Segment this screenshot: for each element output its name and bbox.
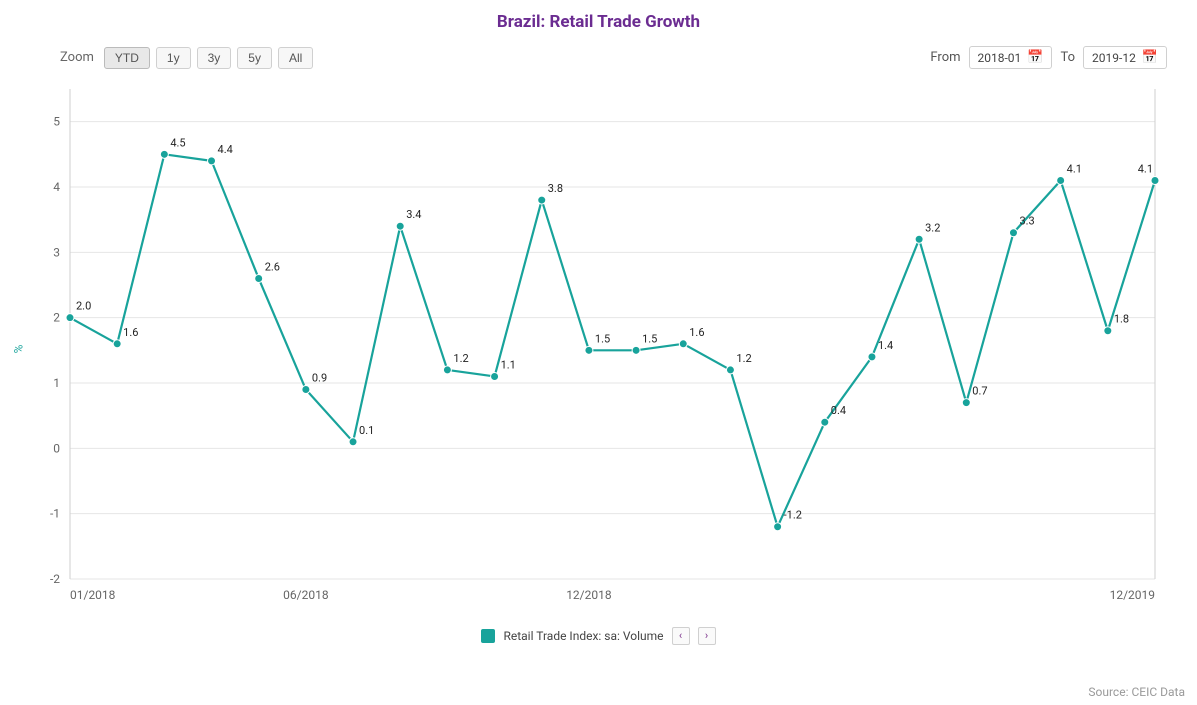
- legend-swatch: [481, 629, 495, 643]
- svg-text:1.5: 1.5: [595, 332, 610, 345]
- svg-text:1.1: 1.1: [501, 358, 516, 371]
- svg-text:4: 4: [53, 180, 60, 194]
- to-label: To: [1060, 50, 1075, 65]
- from-date-input[interactable]: 2018-01 📅: [969, 46, 1053, 69]
- svg-text:4.1: 4.1: [1138, 162, 1153, 175]
- svg-text:2.0: 2.0: [76, 300, 91, 313]
- svg-text:-1: -1: [50, 507, 60, 521]
- calendar-icon: 📅: [1142, 50, 1158, 65]
- svg-text:1.2: 1.2: [453, 352, 468, 365]
- svg-text:3: 3: [53, 245, 60, 259]
- zoom-btn-3y[interactable]: 3y: [197, 47, 232, 69]
- svg-text:3.3: 3.3: [1019, 215, 1034, 228]
- svg-text:1.5: 1.5: [642, 332, 657, 345]
- svg-text:3.4: 3.4: [406, 208, 421, 221]
- y-axis-label: %: [11, 345, 25, 354]
- svg-text:12/2018: 12/2018: [566, 588, 612, 602]
- controls-row: Zoom YTD 1y 3y 5y All From 2018-01 📅 To …: [0, 40, 1197, 79]
- svg-text:4.4: 4.4: [218, 143, 233, 156]
- svg-text:-1.2: -1.2: [784, 509, 802, 522]
- zoom-label: Zoom: [60, 50, 94, 65]
- svg-text:0.9: 0.9: [312, 372, 327, 385]
- zoom-btn-5y[interactable]: 5y: [237, 47, 272, 69]
- svg-text:01/2018: 01/2018: [70, 588, 116, 602]
- date-range: From 2018-01 📅 To 2019-12 📅: [930, 46, 1167, 69]
- legend: Retail Trade Index: sa: Volume ‹ ›: [0, 619, 1197, 645]
- from-date-value: 2018-01: [978, 51, 1022, 65]
- svg-text:2: 2: [53, 311, 60, 325]
- svg-text:-2: -2: [50, 572, 60, 586]
- svg-text:1.6: 1.6: [689, 326, 704, 339]
- svg-text:4.5: 4.5: [170, 136, 185, 149]
- zoom-group: Zoom YTD 1y 3y 5y All: [60, 47, 313, 69]
- to-date-value: 2019-12: [1092, 51, 1136, 65]
- legend-prev-button[interactable]: ‹: [672, 627, 690, 645]
- zoom-btn-all[interactable]: All: [278, 47, 313, 69]
- svg-text:1: 1: [53, 376, 60, 390]
- svg-text:1.2: 1.2: [736, 352, 751, 365]
- svg-text:4.1: 4.1: [1067, 162, 1082, 175]
- svg-text:0.7: 0.7: [972, 385, 987, 398]
- to-date-input[interactable]: 2019-12 📅: [1083, 46, 1167, 69]
- chart-area: % -2-101234501/201806/201812/201812/2019…: [20, 79, 1167, 619]
- chart-title: Brazil: Retail Trade Growth: [0, 0, 1197, 40]
- legend-text: Retail Trade Index: sa: Volume: [503, 629, 663, 643]
- svg-text:1.6: 1.6: [123, 326, 138, 339]
- svg-text:3.2: 3.2: [925, 221, 940, 234]
- svg-text:0.4: 0.4: [831, 404, 846, 417]
- svg-text:2.6: 2.6: [265, 260, 280, 273]
- calendar-icon: 📅: [1027, 50, 1043, 65]
- svg-text:1.8: 1.8: [1114, 313, 1129, 326]
- zoom-btn-ytd[interactable]: YTD: [104, 47, 150, 69]
- source-credit: Source: CEIC Data: [1088, 685, 1185, 699]
- legend-next-button[interactable]: ›: [698, 627, 716, 645]
- svg-text:1.4: 1.4: [878, 339, 893, 352]
- zoom-btn-1y[interactable]: 1y: [156, 47, 191, 69]
- svg-text:06/2018: 06/2018: [283, 588, 329, 602]
- svg-text:12/2019: 12/2019: [1110, 588, 1155, 602]
- from-label: From: [930, 50, 960, 65]
- svg-text:0: 0: [53, 441, 60, 455]
- svg-text:5: 5: [53, 115, 60, 129]
- line-chart: -2 -1 0 1 2 3 4 5 01/2018 06/2018 12/2018 12/2019 2.…: [20, 79, 1167, 619]
- svg-text:0.1: 0.1: [359, 424, 374, 437]
- svg-text:3.8: 3.8: [548, 182, 563, 195]
